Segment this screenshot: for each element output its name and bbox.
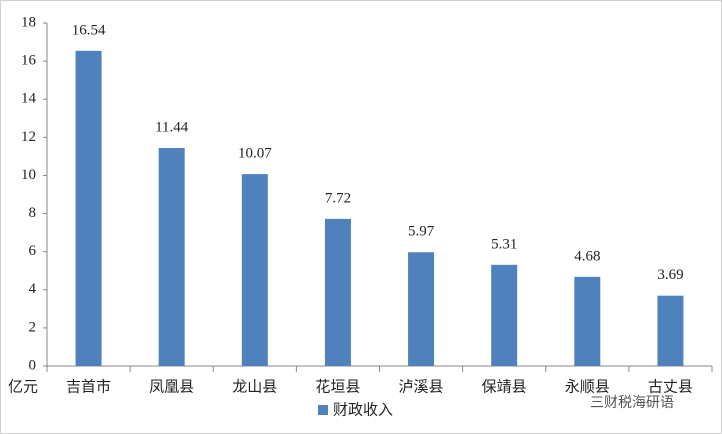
bar xyxy=(491,264,518,366)
y-unit-label: 亿元 xyxy=(8,378,38,395)
x-tick-label: 吉首市 xyxy=(66,378,111,395)
y-tick-label: 16 xyxy=(21,53,37,69)
y-tick-label: 10 xyxy=(21,167,36,183)
bar xyxy=(75,50,102,367)
value-label: 10.07 xyxy=(238,146,272,162)
y-tick-label: 14 xyxy=(21,91,37,107)
x-tick-label: 永顺县 xyxy=(565,378,610,395)
y-tick-label: 8 xyxy=(29,205,37,221)
x-tick-label: 古丈县 xyxy=(648,378,693,395)
bar xyxy=(324,218,351,366)
value-label: 11.44 xyxy=(155,119,189,135)
x-tick-label: 花垣县 xyxy=(315,378,360,395)
y-tick-label: 0 xyxy=(29,357,37,373)
legend-label: 财政收入 xyxy=(333,401,393,418)
y-tick-label: 18 xyxy=(21,14,36,30)
x-tick-label: 保靖县 xyxy=(482,378,527,395)
legend-swatch xyxy=(318,405,328,415)
x-tick-label: 龙山县 xyxy=(232,378,277,395)
x-tick-label: 泸溪县 xyxy=(399,378,444,395)
bar xyxy=(408,252,435,366)
value-label: 3.69 xyxy=(657,267,683,283)
bar xyxy=(574,276,601,366)
y-tick-label: 2 xyxy=(29,319,37,335)
bar xyxy=(657,295,684,366)
value-label: 16.54 xyxy=(72,22,106,38)
bar xyxy=(241,174,268,366)
value-label: 5.31 xyxy=(491,236,517,252)
y-tick-label: 6 xyxy=(29,243,37,259)
value-label: 4.68 xyxy=(574,248,600,264)
x-tick-label: 凤凰县 xyxy=(149,378,194,395)
value-label: 7.72 xyxy=(325,190,351,206)
watermark: 三财税海研语 xyxy=(590,395,674,411)
y-tick-label: 4 xyxy=(29,281,37,297)
y-tick-label: 12 xyxy=(21,129,36,145)
bar xyxy=(158,148,185,366)
value-label: 5.97 xyxy=(408,224,435,240)
